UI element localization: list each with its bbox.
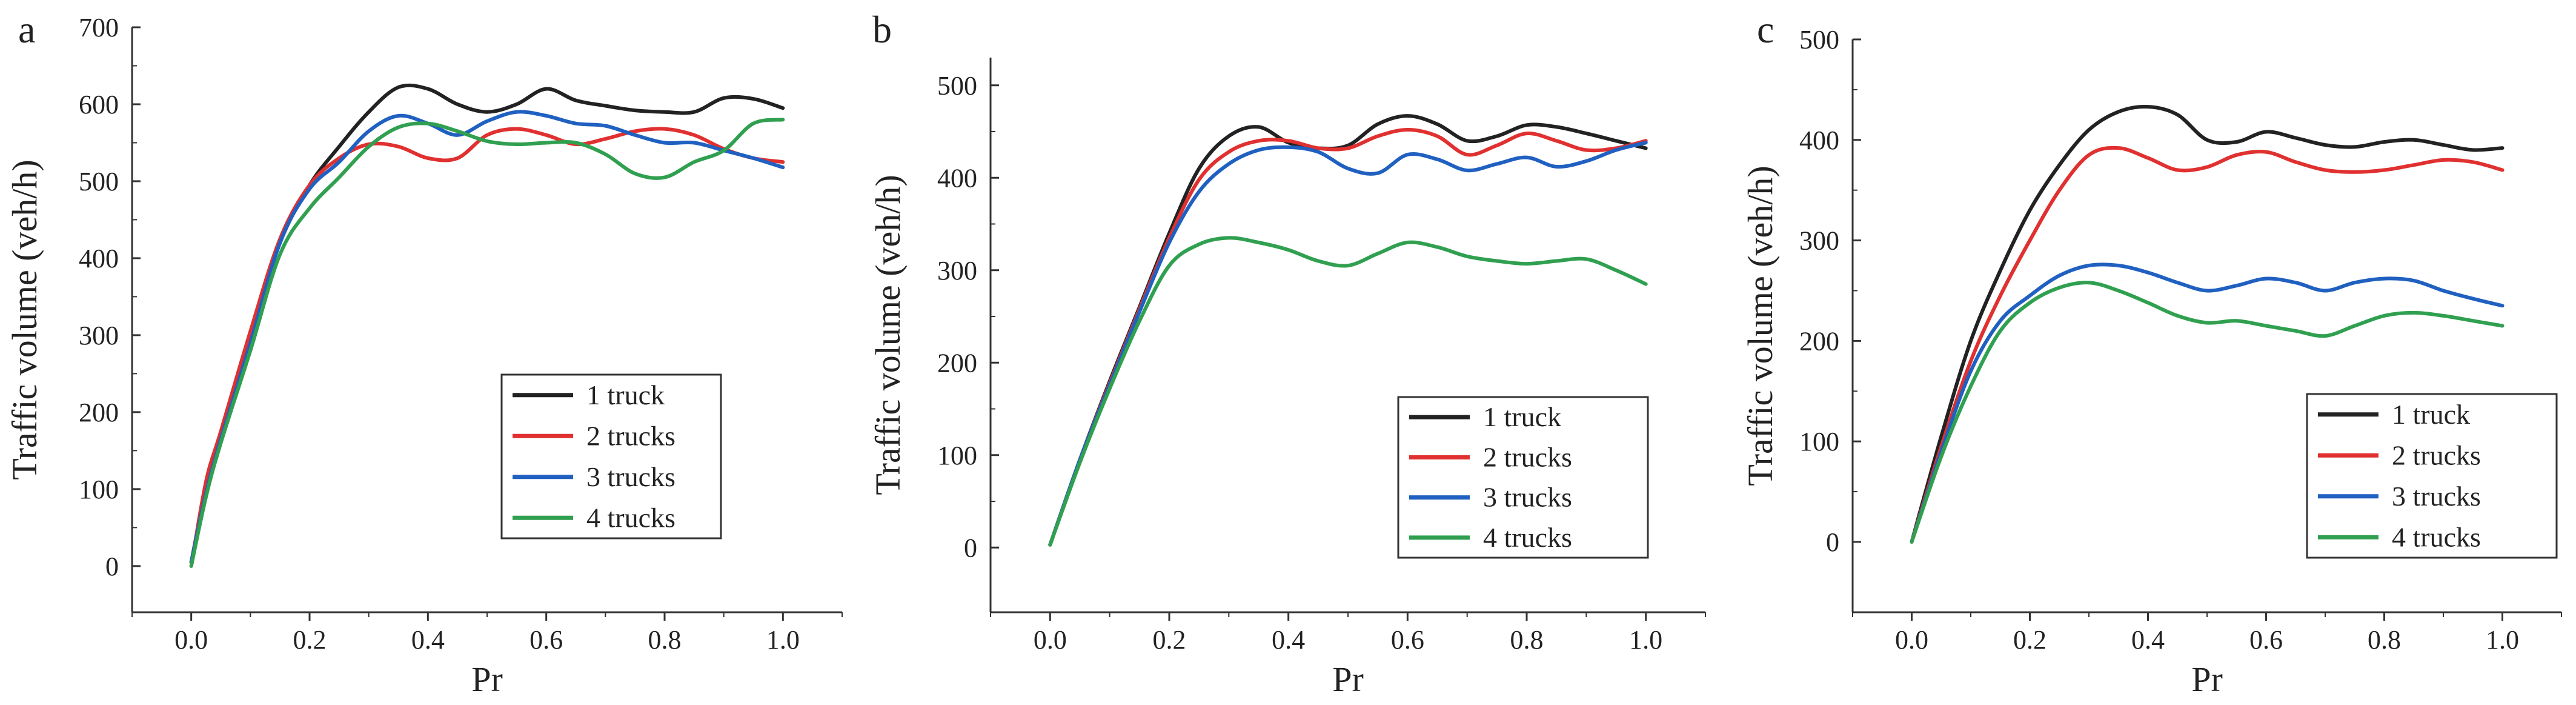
series-line-1 (1910, 104, 2505, 544)
x-tick-label: 0.2 (293, 625, 327, 655)
legend-label: 4 trucks (2392, 521, 2481, 552)
y-tick-label: 400 (1799, 125, 1839, 155)
x-tick-label: 0.2 (1153, 625, 1186, 655)
y-tick-label: 0 (1826, 527, 1839, 557)
legend-label: 3 trucks (1483, 482, 1572, 513)
x-tick-label: 0.8 (2368, 625, 2401, 655)
series-line-4 (1910, 281, 2505, 544)
legend-label: 4 trucks (1483, 522, 1572, 553)
legend-label: 2 trucks (2392, 439, 2481, 470)
x-tick-label: 0.0 (174, 625, 208, 655)
y-tick-label: 500 (937, 71, 977, 101)
y-tick-label: 200 (1799, 326, 1839, 356)
x-tick-label: 1.0 (1629, 625, 1662, 655)
series-line-3 (1048, 141, 1648, 547)
panel-letter: a (18, 8, 35, 51)
y-tick-label: 0 (105, 552, 119, 581)
legend-label: 2 trucks (586, 420, 676, 451)
legend-label: 3 trucks (586, 461, 676, 492)
series-line-4 (189, 118, 785, 568)
legend-box (500, 373, 722, 540)
x-axis-label: Pr (1332, 660, 1364, 699)
x-tick-label: 0.6 (2249, 625, 2283, 655)
x-tick-label: 0.4 (2131, 625, 2165, 655)
series-line-4 (1048, 236, 1648, 547)
y-tick-label: 300 (79, 321, 119, 350)
y-tick-label: 500 (1799, 25, 1839, 55)
y-tick-label: 400 (79, 244, 119, 273)
x-tick-label: 0.6 (529, 625, 563, 655)
x-tick-label: 1.0 (766, 625, 800, 655)
x-tick-label: 0.8 (648, 625, 682, 655)
y-tick-label: 400 (937, 163, 977, 193)
y-tick-label: 600 (79, 90, 119, 119)
series-line-2 (1910, 145, 2505, 544)
y-axis-label: Traffic volume (veh/h) (868, 175, 908, 495)
series-line-3 (1910, 262, 2505, 544)
x-axis-label: Pr (2191, 660, 2223, 699)
x-axis-label: Pr (471, 660, 503, 699)
legend-label: 1 truck (2392, 399, 2470, 430)
y-axis-label: Traffic volume (veh/h) (5, 159, 44, 479)
series-line-3 (189, 110, 785, 564)
y-tick-label: 700 (79, 13, 119, 42)
y-tick-label: 100 (937, 441, 977, 470)
panel-letter: c (1757, 8, 1774, 51)
x-tick-label: 0.4 (411, 625, 445, 655)
y-tick-label: 200 (79, 398, 119, 427)
legend-box (2306, 393, 2558, 559)
y-tick-label: 300 (937, 256, 977, 286)
legend-box (1397, 396, 1649, 559)
series-line-2 (189, 127, 785, 568)
legend-label: 4 trucks (586, 502, 676, 533)
y-tick-label: 300 (1799, 226, 1839, 256)
x-tick-label: 0.8 (1510, 625, 1544, 655)
y-tick-label: 200 (937, 348, 977, 378)
chart-panel-c: c 0 100 200 300 400 500 0.0 0.2 0.4 0.6 0.8 1.0 Pr Tra… (1721, 0, 2576, 705)
x-tick-label: 0.2 (2013, 625, 2047, 655)
x-tick-label: 0.6 (1391, 625, 1424, 655)
x-tick-label: 0.0 (1034, 625, 1067, 655)
line-chart-b: b 0 100 200 300 400 500 0.0 0.2 0.4 0.6 0.8 1.0 Pr Tra… (868, 8, 1706, 699)
y-tick-label: 0 (964, 533, 977, 563)
x-tick-label: 1.0 (2486, 625, 2519, 655)
line-chart-c: c 0 100 200 300 400 500 0.0 0.2 0.4 0.6 0.8 1.0 Pr Tra… (1741, 8, 2562, 699)
chart-panel-b: b 0 100 200 300 400 500 0.0 0.2 0.4 0.6 0.8 1.0 Pr Tra… (860, 0, 1721, 705)
chart-panel-a: a 0 100 200 300 400 500 600 700 0.0 0.2 0.4 0.6 0.8 1.… (0, 0, 860, 705)
panel-letter: b (872, 8, 892, 51)
legend-label: 2 trucks (1483, 441, 1572, 472)
x-tick-label: 0.0 (1895, 625, 1928, 655)
y-tick-label: 100 (1799, 427, 1839, 456)
legend-label: 1 truck (1483, 401, 1561, 432)
y-tick-label: 100 (79, 475, 119, 504)
x-tick-label: 0.4 (1272, 625, 1305, 655)
legend-label: 3 trucks (2392, 481, 2481, 512)
y-axis-label: Traffic volume (veh/h) (1741, 165, 1780, 486)
y-tick-label: 500 (79, 167, 119, 196)
legend-label: 1 truck (586, 379, 665, 410)
line-chart-a: a 0 100 200 300 400 500 600 700 0.0 0.2 0.4 0.6 0.8 1.… (5, 8, 843, 699)
